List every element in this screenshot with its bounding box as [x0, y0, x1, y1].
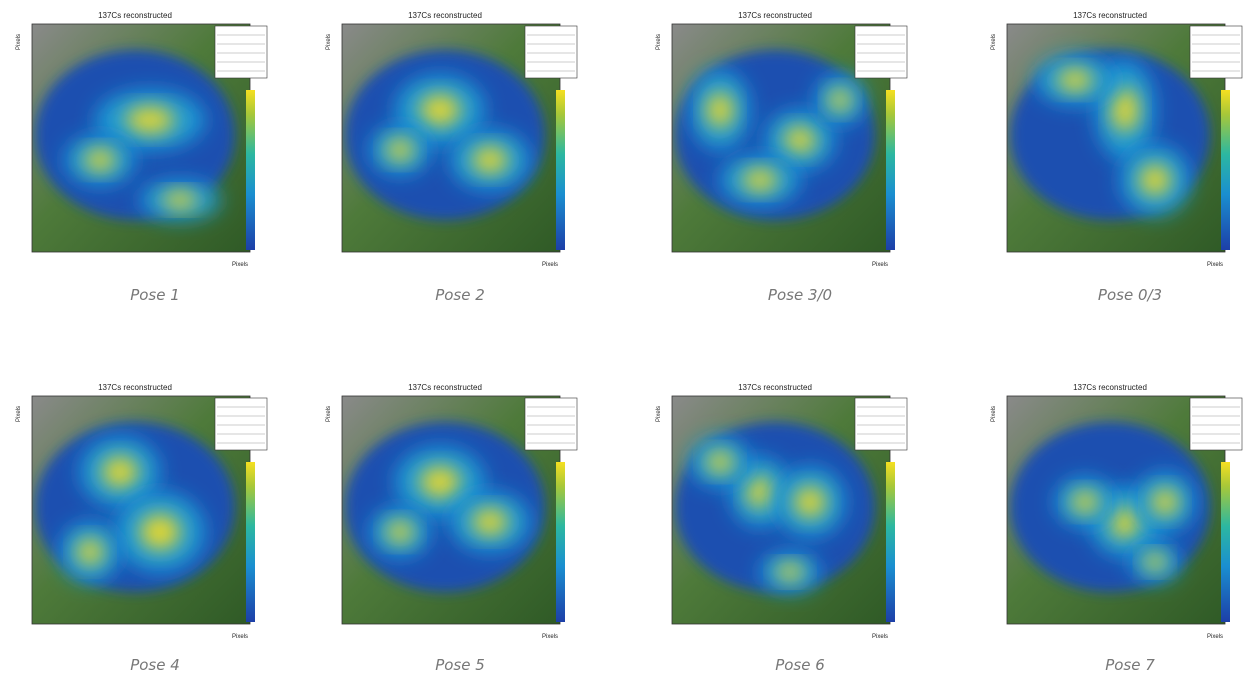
heat-high	[829, 89, 852, 112]
panel-title: 137Cs reconstructed	[738, 383, 812, 392]
heat-high	[162, 191, 198, 209]
heat-high	[784, 127, 816, 154]
caption: Pose 3/0	[768, 286, 832, 304]
heat-high	[777, 563, 804, 581]
heat-high	[125, 107, 175, 134]
panel-title: 137Cs reconstructed	[98, 383, 172, 392]
y-axis-label: Pixels	[656, 34, 662, 50]
panel: 137Cs reconstructed Pixels Pixels	[16, 383, 267, 640]
panel-title: 137Cs reconstructed	[98, 11, 172, 20]
color-bar	[246, 462, 255, 622]
color-bar	[1221, 90, 1230, 250]
x-axis-label: Pixels	[542, 634, 558, 640]
color-bar	[886, 90, 895, 250]
y-axis-label: Pixels	[326, 34, 332, 50]
heat-high	[84, 149, 116, 172]
caption: Pose 0/3	[1098, 286, 1162, 304]
heat-high	[707, 92, 734, 128]
y-axis-label: Pixels	[991, 406, 997, 422]
x-axis-label: Pixels	[1207, 634, 1223, 640]
heatmap	[35, 50, 235, 220]
x-axis-label: Pixels	[872, 262, 888, 268]
panel: 137Cs reconstructed Pixels Pixels	[991, 11, 1242, 268]
x-axis-label: Pixels	[232, 262, 248, 268]
stats-box	[855, 398, 907, 450]
y-axis-label: Pixels	[991, 34, 997, 50]
heat-high	[1112, 88, 1139, 133]
x-axis-label: Pixels	[1207, 262, 1223, 268]
x-axis-label: Pixels	[872, 634, 888, 640]
heat-high	[387, 521, 414, 544]
stats-box	[855, 26, 907, 78]
caption: Pose 5	[435, 656, 485, 673]
heatmap	[35, 422, 235, 592]
color-bar	[556, 462, 565, 622]
heat-high	[742, 169, 778, 192]
caption: Pose 7	[1105, 656, 1155, 673]
stats-box	[1190, 398, 1242, 450]
heat-high	[1139, 164, 1171, 196]
heat-high	[420, 466, 461, 498]
heat-high	[1152, 489, 1179, 516]
x-axis-label: Pixels	[232, 634, 248, 640]
heat-high	[1144, 553, 1167, 571]
panel: 137Cs reconstructed Pixels Pixels	[326, 383, 577, 640]
caption: Pose 6	[775, 656, 825, 673]
heatmap	[345, 50, 545, 220]
heat-high	[747, 476, 774, 508]
caption: Pose 1	[130, 286, 180, 304]
heatmap	[675, 422, 875, 592]
stats-box	[215, 26, 267, 78]
heat-high	[472, 147, 508, 174]
heat-high	[794, 486, 826, 518]
y-axis-label: Pixels	[656, 406, 662, 422]
heat-high	[1109, 506, 1141, 538]
panel: 137Cs reconstructed Pixels Pixels	[656, 383, 907, 640]
heat-high	[1057, 69, 1093, 92]
panel: 137Cs reconstructed Pixels Pixels	[16, 11, 267, 268]
panel-title: 137Cs reconstructed	[408, 11, 482, 20]
figure-canvas: 137Cs reconstructed Pixels Pixels Pose 1 137…	[0, 0, 1259, 673]
y-axis-label: Pixels	[16, 406, 22, 422]
heatmap	[345, 422, 545, 592]
heat-high	[707, 451, 734, 474]
heat-high	[1072, 491, 1099, 514]
panel: 137Cs reconstructed Pixels Pixels	[656, 11, 907, 268]
heatmap	[1010, 422, 1210, 592]
caption: Pose 2	[435, 286, 485, 304]
heat-high	[102, 456, 138, 488]
panel-title: 137Cs reconstructed	[738, 11, 812, 20]
x-axis-label: Pixels	[542, 262, 558, 268]
stats-box	[1190, 26, 1242, 78]
panel-title: 137Cs reconstructed	[1073, 383, 1147, 392]
color-bar	[556, 90, 565, 250]
heat-high	[77, 539, 104, 566]
panel-title: 137Cs reconstructed	[408, 383, 482, 392]
heatmap	[1010, 50, 1210, 220]
stats-box	[215, 398, 267, 450]
stats-box	[525, 398, 577, 450]
color-bar	[246, 90, 255, 250]
color-bar	[1221, 462, 1230, 622]
figure: 137Cs reconstructed Pixels Pixels Pose 1 137…	[0, 0, 1259, 673]
panel: 137Cs reconstructed Pixels Pixels	[326, 11, 577, 268]
heatmap	[675, 50, 875, 220]
caption: Pose 4	[130, 656, 180, 673]
panel: 137Cs reconstructed Pixels Pixels	[991, 383, 1242, 640]
heat-high	[472, 509, 508, 536]
stats-box	[525, 26, 577, 78]
heat-high	[140, 514, 181, 550]
heat-high	[387, 139, 414, 162]
panel-title: 137Cs reconstructed	[1073, 11, 1147, 20]
y-axis-label: Pixels	[326, 406, 332, 422]
color-bar	[886, 462, 895, 622]
heat-high	[420, 94, 461, 126]
y-axis-label: Pixels	[16, 34, 22, 50]
